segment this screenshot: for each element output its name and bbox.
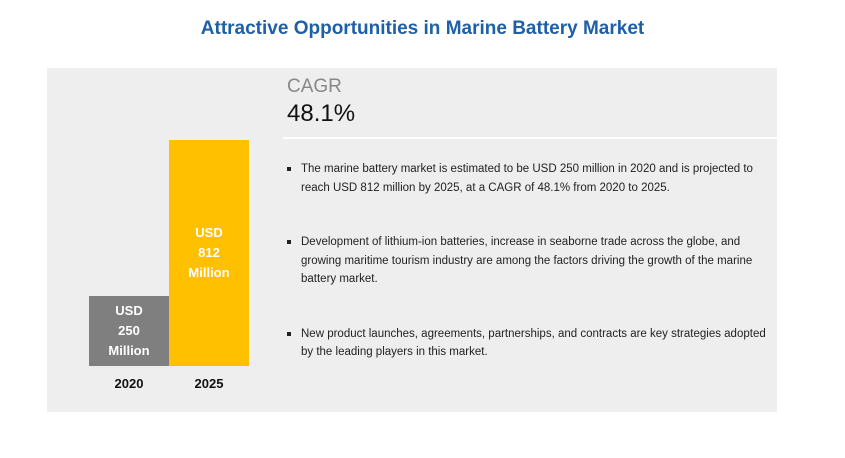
bar-data-label-line: 250 <box>118 323 140 338</box>
infographic-panel: USD 250 Million 2020 USD 812 Million 2025 CAGR … <box>47 68 777 412</box>
key-point-item: Development of lithium-ion batteries, in… <box>287 233 767 289</box>
bar-chart: USD 250 Million 2020 USD 812 Million 2025 <box>47 68 277 412</box>
bullet-icon <box>287 331 291 336</box>
bar-2025: USD 812 Million <box>169 140 249 366</box>
cagr-value: 48.1% <box>287 100 356 127</box>
page-title: Attractive Opportunities in Marine Batte… <box>200 18 645 39</box>
bullet-icon <box>287 167 291 171</box>
key-point-text: Development of lithium-ion batteries, in… <box>301 236 753 285</box>
key-point-item: The marine battery market is estimated t… <box>287 160 767 197</box>
key-point-text: The marine battery market is estimated t… <box>301 163 753 194</box>
bar-data-label-line: USD <box>115 303 143 318</box>
bar-data-label-line: 812 <box>198 245 220 260</box>
key-point-text: New product launches, agreements, partne… <box>301 327 766 359</box>
cagr-label: CAGR <box>287 76 342 97</box>
x-tick-label: 2020 <box>114 376 144 391</box>
key-point-item: New product launches, agreements, partne… <box>287 325 767 362</box>
bar-data-label-line: Million <box>188 265 230 280</box>
bar-data-label-line: USD <box>195 225 223 240</box>
divider <box>283 137 777 139</box>
bullet-icon <box>287 240 291 244</box>
bar-data-label-line: Million <box>108 343 150 358</box>
cagr-block: CAGR 48.1% <box>287 76 355 128</box>
x-tick-label: 2025 <box>194 376 224 391</box>
key-points-list: The marine battery market is estimated t… <box>287 160 767 398</box>
bar-data-label: USD 250 Million <box>108 301 149 361</box>
bar-data-label: USD 812 Million <box>188 223 229 283</box>
bar-2020: USD 250 Million <box>89 296 169 366</box>
